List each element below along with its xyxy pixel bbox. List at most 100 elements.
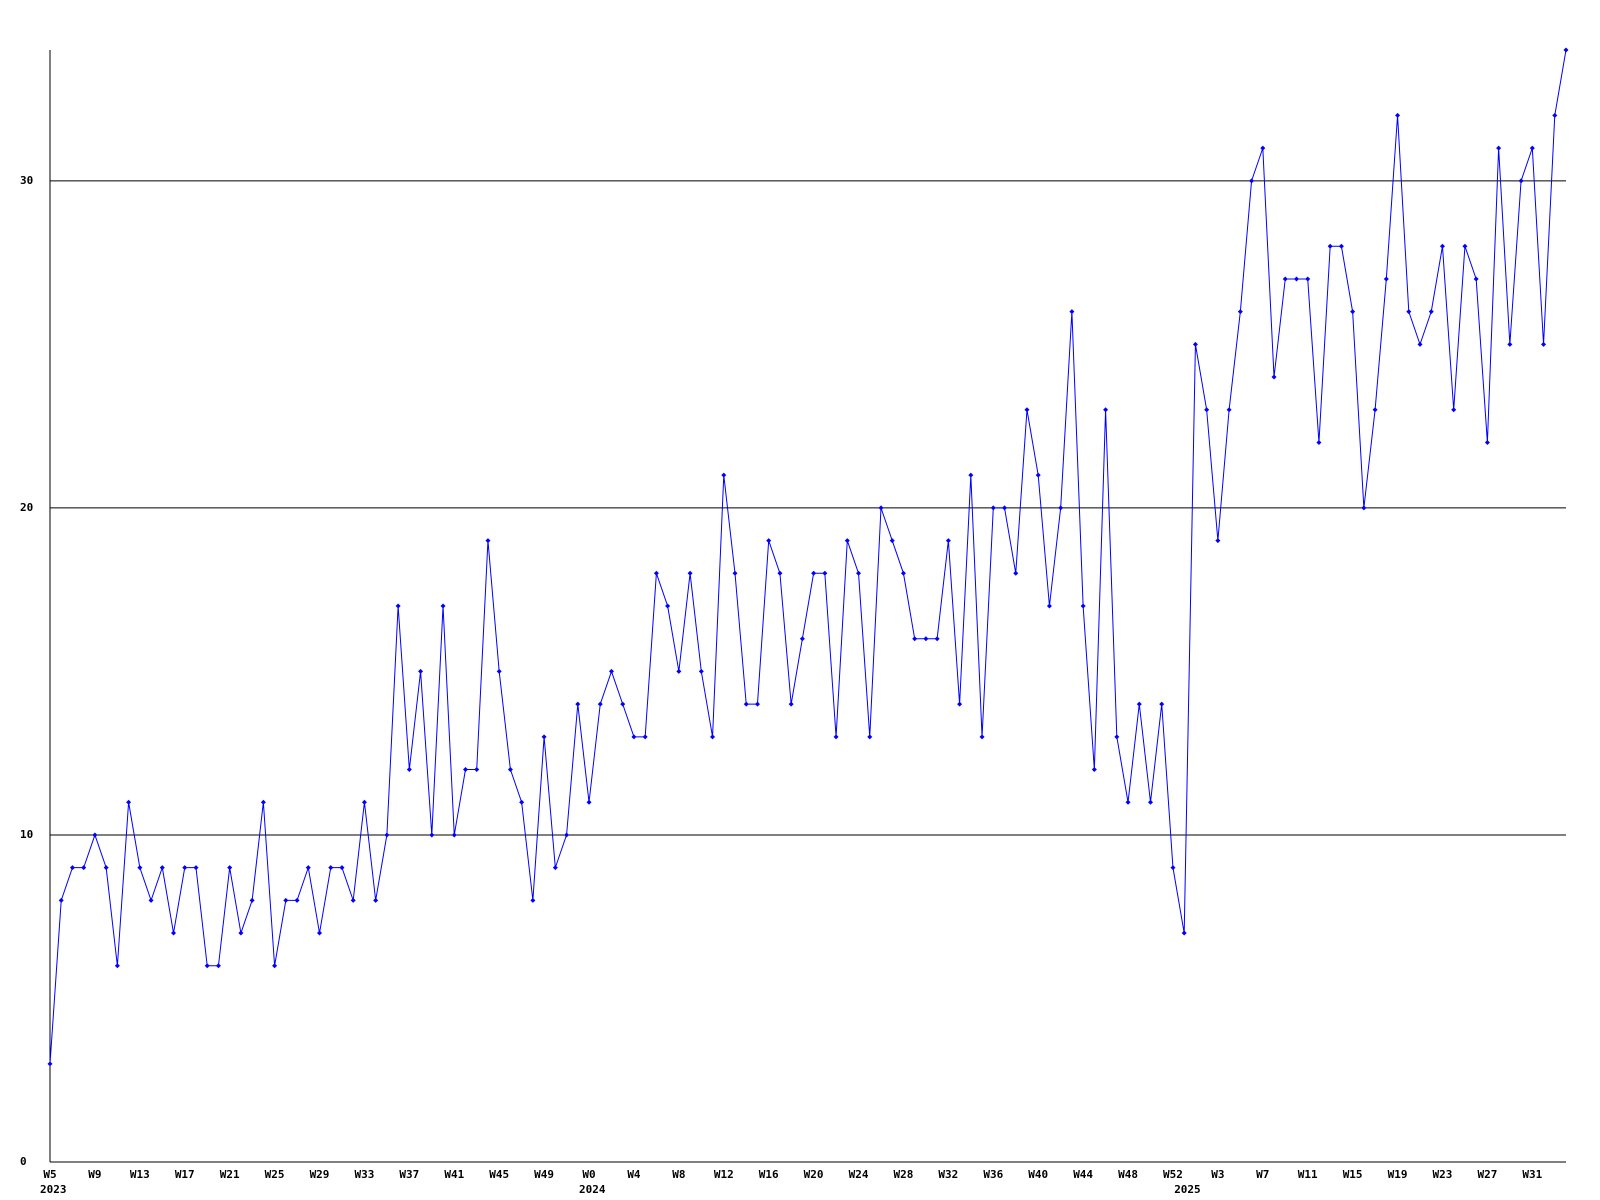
point-marker: [732, 570, 738, 576]
point-marker: [934, 636, 940, 642]
point-marker: [361, 799, 367, 805]
point-marker: [687, 570, 693, 576]
point-marker: [159, 865, 165, 871]
x-tick-label: W19: [1388, 1168, 1408, 1181]
point-marker: [47, 1061, 53, 1067]
point-marker: [990, 505, 996, 511]
x-tick-label: W15: [1343, 1168, 1363, 1181]
x-tick-label: W23: [1433, 1168, 1453, 1181]
point-marker: [564, 832, 570, 838]
point-marker: [923, 636, 929, 642]
y-tick-label: 20: [20, 501, 33, 514]
point-marker: [462, 767, 468, 773]
point-marker: [530, 897, 536, 903]
point-marker: [305, 865, 311, 871]
x-tick-label: W37: [399, 1168, 419, 1181]
point-marker: [1496, 145, 1502, 151]
point-marker: [215, 963, 221, 969]
point-marker: [1136, 701, 1142, 707]
x-tick-label: W4: [627, 1168, 641, 1181]
point-marker: [114, 963, 120, 969]
point-marker: [1507, 341, 1513, 347]
point-marker: [957, 701, 963, 707]
point-marker: [193, 865, 199, 871]
point-marker: [1372, 407, 1378, 413]
x-tick-label: W7: [1256, 1168, 1269, 1181]
x-tick-label: W20: [804, 1168, 824, 1181]
point-marker: [721, 472, 727, 478]
x-tick-label: W21: [220, 1168, 240, 1181]
point-marker: [979, 734, 985, 740]
x-tick-label: W5: [43, 1168, 56, 1181]
point-marker: [1316, 439, 1322, 445]
x-tick-label: W32: [938, 1168, 958, 1181]
point-marker: [788, 701, 794, 707]
year-label: 2023: [40, 1183, 67, 1196]
point-marker: [900, 570, 906, 576]
point-marker: [519, 799, 525, 805]
point-marker: [406, 767, 412, 773]
point-marker: [1361, 505, 1367, 511]
x-tick-label: W45: [489, 1168, 509, 1181]
point-marker: [541, 734, 547, 740]
point-marker: [698, 668, 704, 674]
point-marker: [1484, 439, 1490, 445]
x-tick-label: W28: [894, 1168, 914, 1181]
point-marker: [1125, 799, 1131, 805]
point-marker: [822, 570, 828, 576]
point-marker: [294, 897, 300, 903]
point-marker: [766, 538, 772, 544]
point-marker: [620, 701, 626, 707]
point-marker: [1552, 112, 1558, 118]
point-marker: [1002, 505, 1008, 511]
point-marker: [1249, 178, 1255, 184]
point-marker: [1103, 407, 1109, 413]
point-marker: [1170, 865, 1176, 871]
point-marker: [1518, 178, 1524, 184]
x-tick-label: W16: [759, 1168, 779, 1181]
point-marker: [440, 603, 446, 609]
point-marker: [1226, 407, 1232, 413]
point-marker: [844, 538, 850, 544]
point-marker: [799, 636, 805, 642]
point-marker: [395, 603, 401, 609]
point-marker: [754, 701, 760, 707]
point-marker: [1204, 407, 1210, 413]
x-tick-label: W8: [672, 1168, 685, 1181]
point-marker: [1439, 243, 1445, 249]
point-marker: [575, 701, 581, 707]
point-marker: [1035, 472, 1041, 478]
point-marker: [1383, 276, 1389, 282]
point-marker: [676, 668, 682, 674]
x-tick-label: W25: [265, 1168, 285, 1181]
point-marker: [507, 767, 513, 773]
point-marker: [429, 832, 435, 838]
point-marker: [1148, 799, 1154, 805]
x-tick-label: W13: [130, 1168, 150, 1181]
point-marker: [1563, 47, 1569, 53]
point-marker: [1013, 570, 1019, 576]
point-marker: [1473, 276, 1479, 282]
point-marker: [945, 538, 951, 544]
point-marker: [1406, 309, 1412, 315]
point-marker: [69, 865, 75, 871]
x-tick-label: W31: [1522, 1168, 1542, 1181]
point-marker: [642, 734, 648, 740]
point-marker: [1181, 930, 1187, 936]
x-tick-label: W0: [582, 1168, 595, 1181]
x-tick-label: W24: [849, 1168, 869, 1181]
point-marker: [968, 472, 974, 478]
point-marker: [350, 897, 356, 903]
point-marker: [1271, 374, 1277, 380]
point-marker: [1024, 407, 1030, 413]
point-marker: [833, 734, 839, 740]
point-marker: [889, 538, 895, 544]
point-marker: [710, 734, 716, 740]
point-marker: [58, 897, 64, 903]
point-marker: [1282, 276, 1288, 282]
point-marker: [496, 668, 502, 674]
point-marker: [1338, 243, 1344, 249]
point-marker: [597, 701, 603, 707]
point-marker: [608, 668, 614, 674]
